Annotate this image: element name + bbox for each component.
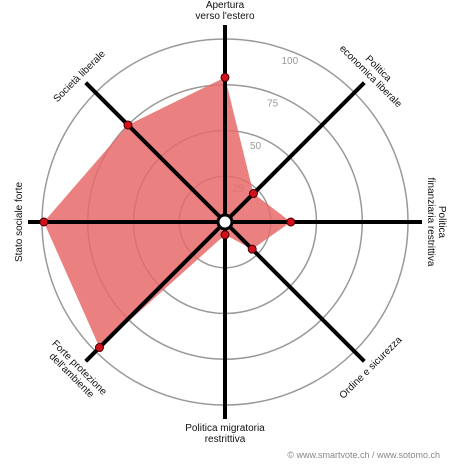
axis-label-line: Stato sociale forte	[14, 182, 25, 262]
axis-line	[223, 81, 366, 224]
axis-label-line: Politica migratoria	[185, 423, 265, 434]
axis-label: Stato sociale forte	[14, 182, 25, 262]
axis-label-line: restrittiva	[205, 434, 246, 445]
point	[248, 189, 258, 199]
point	[39, 217, 49, 227]
point	[220, 230, 230, 240]
r-tick-label: 50	[250, 141, 262, 152]
axis-label-line: Politica	[436, 206, 447, 239]
point	[94, 343, 104, 353]
axis-line	[84, 220, 227, 363]
axis-label-line: verso l'estero	[195, 11, 255, 22]
r-tick-label: 100	[281, 56, 298, 67]
point	[247, 244, 257, 254]
r-tick-label: 75	[267, 99, 279, 110]
axis-label-line: finanziaria restrittiva	[425, 178, 436, 267]
axis-line	[223, 220, 366, 363]
axis-line	[84, 81, 227, 224]
area	[43, 77, 291, 348]
center	[216, 213, 234, 231]
point	[123, 120, 133, 130]
point	[286, 217, 296, 227]
point	[220, 72, 230, 82]
credit: © www.smartvote.ch / www.sotomo.ch	[287, 450, 440, 460]
axis-label-line: Apertura	[206, 0, 245, 11]
